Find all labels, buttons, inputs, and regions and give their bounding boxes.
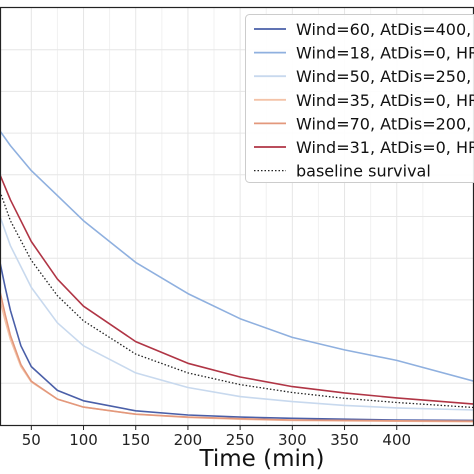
- series-group: [0, 130, 474, 423]
- x-tick-label-3: 200: [174, 431, 203, 449]
- x-axis-ticks: 50 100 150 200 250 300 350 400: [22, 425, 411, 449]
- x-tick-label-0: 50: [22, 431, 41, 449]
- series-line-0: [0, 262, 474, 422]
- legend-label-3: Wind=35, AtDis=0, HR: [296, 91, 474, 110]
- legend-label-4: Wind=70, AtDis=200,: [296, 114, 471, 133]
- series-line-2: [0, 216, 474, 411]
- series-line-5: [0, 174, 474, 405]
- grid: [0, 8, 474, 425]
- x-tick-label-1: 100: [69, 431, 98, 449]
- x-tick-label-6: 350: [330, 431, 359, 449]
- legend-label-0: Wind=60, AtDis=400,: [296, 20, 471, 39]
- x-axis-label: Time (min): [199, 446, 325, 472]
- legend-box: [245, 14, 474, 183]
- legend-label-2: Wind=50, AtDis=250,: [296, 67, 471, 86]
- legend-label-6: baseline survival: [296, 162, 431, 181]
- x-tick-label-2: 150: [121, 431, 150, 449]
- legend-label-5: Wind=31, AtDis=0, HR: [296, 138, 474, 157]
- series-line-6: [0, 191, 474, 409]
- legend: Wind=60, AtDis=400, Wind=18, AtDis=0, HR W…: [245, 14, 474, 183]
- x-tick-label-4: 250: [226, 431, 255, 449]
- series-line-1: [0, 130, 474, 382]
- x-tick-label-5: 300: [278, 431, 307, 449]
- x-tick-label-7: 400: [382, 431, 411, 449]
- series-line-4: [0, 291, 474, 423]
- legend-label-1: Wind=18, AtDis=0, HR: [296, 44, 474, 63]
